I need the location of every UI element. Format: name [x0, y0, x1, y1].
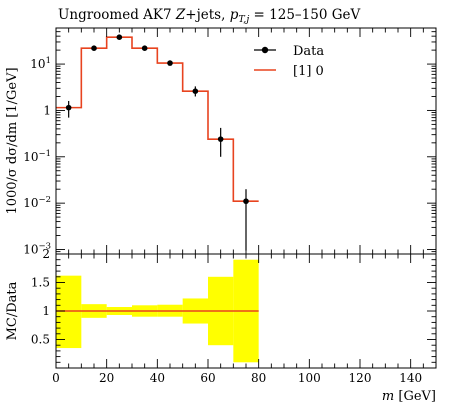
x-tick-label: 0 [52, 371, 60, 385]
data-point [141, 45, 148, 51]
ratio-frame [55, 253, 437, 369]
data-point-marker [192, 88, 199, 94]
x-axis-label-unit: [GeV] [394, 389, 436, 404]
data-point-marker [116, 34, 123, 40]
x-axis-label-var: m [382, 389, 394, 404]
y-tick-base: 10 [23, 150, 38, 164]
title-z: Z [175, 7, 186, 23]
data-point [65, 100, 72, 118]
y-tick-base: 10 [30, 57, 45, 71]
y-tick-exponent: 1 [46, 56, 51, 66]
ratio-y-axis-ticks: 0.5 1 1.5 2 [31, 247, 436, 363]
data-point [167, 60, 173, 66]
data-points [65, 34, 249, 251]
title-prefix: Ungroomed AK7 [58, 7, 176, 23]
data-point-marker [243, 198, 249, 205]
y-tick-label: 10−1 [23, 149, 51, 164]
ratio-panel: 0.5 1 1.5 2 0 20 40 60 80 100 120 140 MC/Data m [G… [5, 247, 437, 404]
chart-title: Ungroomed AK7 Z+jets, pT,j = 125–150 GeV [58, 7, 361, 25]
data-point [116, 34, 123, 40]
mc-histogram [56, 36, 259, 203]
legend-data-marker [261, 46, 269, 54]
ratio-y-axis-label: MC/Data [5, 281, 20, 340]
ratio-y-tick-label: 1.5 [31, 276, 50, 290]
y-tick-exponent: −1 [38, 149, 51, 159]
mc-step-line [56, 36, 259, 203]
main-x-axis-ticks [55, 28, 437, 254]
title-mid: +jets, [185, 7, 229, 23]
x-tick-label: 40 [150, 371, 165, 385]
x-axis-label: m [GeV] [382, 389, 436, 404]
y-tick-base: 1 [43, 103, 51, 117]
title-pt: p [230, 7, 239, 23]
data-point [217, 127, 224, 157]
y-tick-label: 101 [30, 56, 51, 71]
data-point [243, 189, 249, 251]
ratio-y-tick-label: 0.5 [31, 333, 50, 347]
y-tick-exponent: −3 [38, 242, 51, 252]
x-tick-label: 60 [200, 371, 215, 385]
data-point-marker [141, 45, 148, 51]
y-tick-base: 10 [23, 243, 38, 257]
main-y-axis-label: 1000/σ dσ/dm [1/GeV] [5, 67, 20, 214]
x-tick-label: 80 [251, 371, 266, 385]
y-tick-label: 10−2 [23, 195, 51, 210]
x-tick-label: 120 [349, 371, 372, 385]
ratio-y-tick-label: 2 [42, 247, 50, 261]
title-pt-sub: T,j [238, 14, 249, 25]
legend-data-label: Data [293, 44, 324, 59]
legend: Data [1] 0 [254, 44, 324, 79]
y-tick-label: 1 [43, 103, 51, 117]
legend-mc-label: [1] 0 [293, 64, 324, 79]
x-tick-label: 100 [298, 371, 321, 385]
x-tick-label: 20 [99, 371, 114, 385]
data-point [91, 45, 97, 51]
data-point-marker [65, 104, 72, 111]
data-point-marker [167, 60, 173, 66]
y-tick-base: 10 [23, 196, 38, 210]
data-point-marker [217, 136, 224, 142]
data-point [192, 86, 199, 97]
data-point-marker [91, 45, 97, 51]
ratio-band [56, 275, 82, 349]
title-suffix: = 125–150 GeV [249, 7, 360, 23]
y-tick-exponent: −2 [38, 195, 51, 205]
x-tick-label: 140 [399, 371, 422, 385]
y-tick-label: 10−3 [23, 242, 51, 257]
ratio-y-tick-label: 1 [42, 304, 50, 318]
